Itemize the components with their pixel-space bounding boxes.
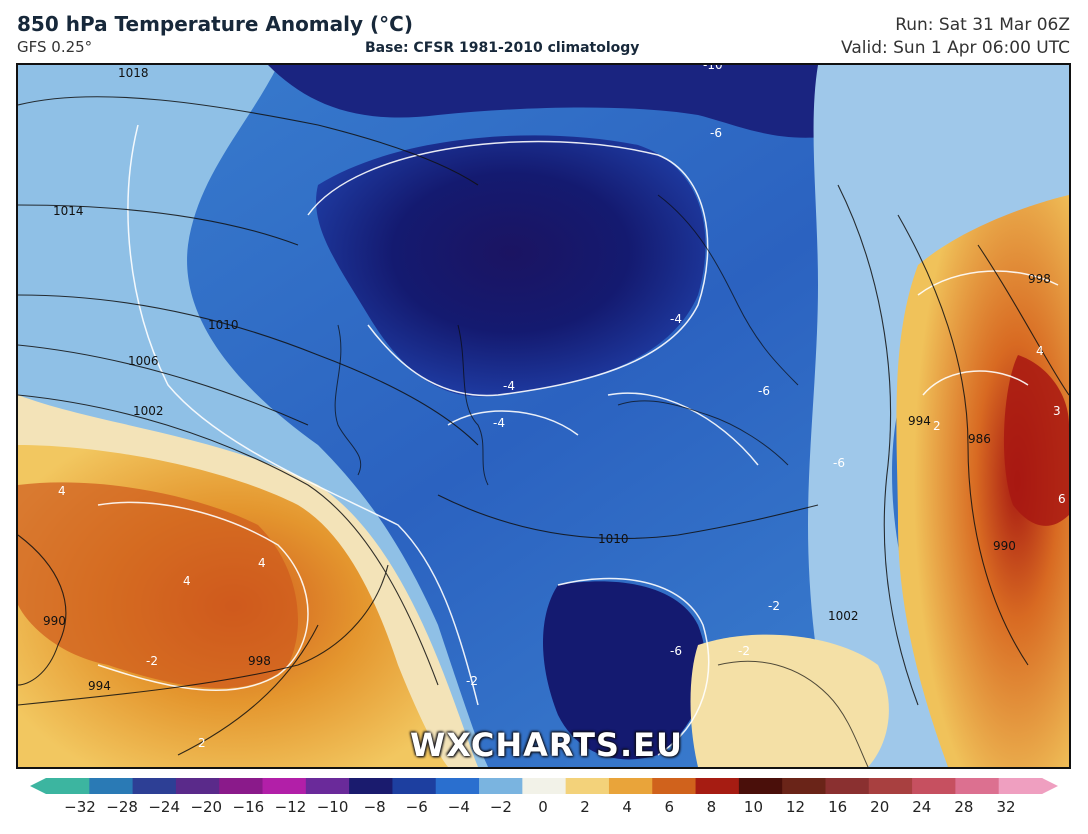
colorbar-tick-label: 24: [912, 798, 932, 816]
colorbar-tick-label: −32: [64, 798, 96, 816]
colorbar-segment: [219, 778, 264, 794]
colorbar-tick-label: 10: [743, 798, 763, 816]
colorbar-max-arrow: [1042, 778, 1058, 794]
isobar-label: 986: [968, 432, 991, 446]
isobar-label: 994: [88, 679, 111, 693]
colorbar-tick-label: −12: [274, 798, 307, 816]
anomaly-map: 1018 1014 1010 1006 1002 990 994 998 1010 998 994 9…: [16, 63, 1071, 769]
colorbar-segment: [998, 778, 1043, 794]
colorbar-tick-label: −4: [447, 798, 470, 816]
colorbar-tick-label: 2: [580, 798, 590, 816]
anomaly-contour-label: -6: [710, 126, 722, 140]
colorbar-segment: [89, 778, 134, 794]
colorbar-segment: [912, 778, 956, 794]
colorbar-segment: [825, 778, 870, 794]
isobar-label: 1002: [828, 609, 859, 623]
colorbar-segment: [608, 778, 653, 794]
colorbar: [30, 778, 1058, 794]
isobar-label: 990: [43, 614, 66, 628]
colorbar-segment: [175, 778, 220, 794]
model-label: GFS 0.25°: [17, 38, 93, 56]
colorbar-segment: [738, 778, 783, 794]
isobar-label: 998: [248, 654, 271, 668]
isobar-label: 1010: [208, 318, 239, 332]
anomaly-contour-label: -6: [670, 644, 682, 658]
anomaly-contour-label: -4: [670, 312, 682, 326]
colorbar-tick-label: 12: [785, 798, 806, 816]
colorbar-tick-label: 20: [870, 798, 890, 816]
watermark: WXCHARTS.EU: [410, 726, 683, 764]
colorbar-tick-label: 0: [538, 798, 548, 816]
colorbar-segment: [782, 778, 826, 794]
anomaly-contour-label: 4: [1036, 344, 1044, 358]
anomaly-contour-label: -2: [466, 674, 478, 688]
colorbar-segment: [868, 778, 913, 794]
valid-time: Valid: Sun 1 Apr 06:00 UTC: [841, 38, 1070, 58]
colorbar-segment: [392, 778, 437, 794]
colorbar-segment: [46, 778, 90, 794]
isobar-label: 1018: [118, 66, 149, 80]
anomaly-contour-label: -6: [833, 456, 845, 470]
anomaly-contour-label: 2: [933, 419, 941, 433]
isobar-label: 1010: [598, 532, 629, 546]
colorbar-tick-label: −10: [316, 798, 349, 816]
colorbar-tick-label: −16: [232, 798, 265, 816]
colorbar-tick-label: −8: [363, 798, 386, 816]
colorbar-min-arrow: [30, 778, 46, 794]
anomaly-contour-label: -6: [758, 384, 770, 398]
isobar-label: 998: [1028, 272, 1051, 286]
anomaly-contour-label: -2: [146, 654, 158, 668]
anomaly-contour-label: 6: [1058, 492, 1066, 506]
colorbar-tick-label: 32: [996, 798, 1016, 816]
colorbar-segment: [652, 778, 697, 794]
colorbar-tick-label: 8: [706, 798, 717, 816]
anomaly-contour-label: 4: [258, 556, 266, 570]
colorbar-tick-label: 6: [664, 798, 675, 816]
anomaly-contour-label: -2: [768, 599, 780, 613]
colorbar-ticks: −32 −28 −24 −20 −16 −12 −10 −8 −6 −4 −2 0 2 4 6 8 10 12 16…: [0, 798, 1088, 818]
anomaly-contour-label: 2: [198, 736, 206, 750]
colorbar-tick-label: 28: [954, 798, 974, 816]
chart-title: 850 hPa Temperature Anomaly (°C): [17, 12, 413, 36]
map-canvas: 1018 1014 1010 1006 1002 990 994 998 1010 998 994 9…: [18, 65, 1069, 767]
colorbar-segment: [565, 778, 610, 794]
colorbar-tick-label: −6: [405, 798, 428, 816]
colorbar-tick-label: −20: [190, 798, 223, 816]
isobar-label: 1002: [133, 404, 164, 418]
colorbar-segment: [955, 778, 1000, 794]
colorbar-segment: [695, 778, 740, 794]
colorbar-segment: [132, 778, 177, 794]
anomaly-contour-label: 4: [58, 484, 66, 498]
base-climatology: Base: CFSR 1981-2010 climatology: [365, 40, 640, 56]
colorbar-segment: [435, 778, 480, 794]
colorbar-tick-label: 4: [622, 798, 632, 816]
colorbar-segment: [522, 778, 567, 794]
colorbar-tick-label: −2: [489, 798, 512, 816]
colorbar-segment: [479, 778, 523, 794]
anomaly-contour-label: 3: [1053, 404, 1061, 418]
isobar-label: 994: [908, 414, 931, 428]
colorbar-tick-label: 16: [828, 798, 848, 816]
anomaly-contour-label: -4: [503, 379, 515, 393]
colorbar-segment: [305, 778, 350, 794]
anomaly-contour-label: 4: [183, 574, 191, 588]
colorbar-tick-label: −28: [106, 798, 138, 816]
anomaly-contour-label: -2: [738, 644, 750, 658]
anomaly-contour-label: -4: [493, 416, 505, 430]
isobar-label: 1006: [128, 354, 159, 368]
run-time: Run: Sat 31 Mar 06Z: [895, 15, 1070, 35]
isobar-label: 1014: [53, 204, 84, 218]
isobar-label: 990: [993, 539, 1016, 553]
colorbar-tick-label: −24: [148, 798, 180, 816]
colorbar-segment: [349, 778, 393, 794]
anomaly-contour-label: -10: [703, 65, 723, 72]
colorbar-segment: [262, 778, 307, 794]
